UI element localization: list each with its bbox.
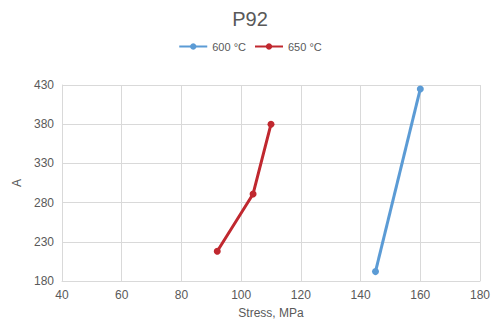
svg-text:330: 330	[34, 156, 54, 170]
svg-text:Stress, MPa: Stress, MPa	[238, 306, 304, 320]
svg-text:230: 230	[34, 235, 54, 249]
svg-text:600 °C: 600 °C	[212, 41, 246, 53]
svg-text:650 °C: 650 °C	[288, 41, 322, 53]
svg-text:380: 380	[34, 117, 54, 131]
svg-text:430: 430	[34, 78, 54, 92]
svg-text:120: 120	[291, 288, 311, 302]
svg-text:P92: P92	[232, 8, 268, 30]
svg-text:140: 140	[351, 288, 371, 302]
svg-text:180: 180	[34, 274, 54, 288]
svg-text:60: 60	[115, 288, 129, 302]
svg-text:100: 100	[231, 288, 251, 302]
svg-text:80: 80	[175, 288, 189, 302]
svg-text:180: 180	[470, 288, 490, 302]
svg-text:280: 280	[34, 196, 54, 210]
svg-text:160: 160	[410, 288, 430, 302]
svg-text:A: A	[10, 179, 24, 187]
svg-text:40: 40	[55, 288, 69, 302]
